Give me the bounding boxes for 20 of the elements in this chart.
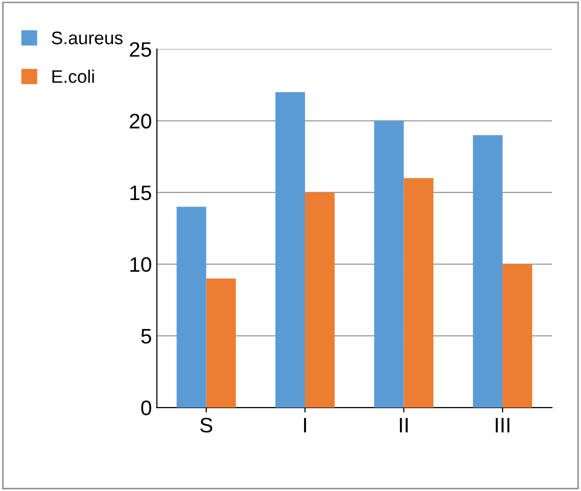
y-tick-label: 10	[130, 257, 152, 272]
x-tick-label: I	[304, 418, 306, 432]
legend-label: E.coli	[52, 70, 94, 83]
bar	[404, 178, 434, 408]
bar	[176, 206, 206, 408]
x-tick-label: S	[200, 418, 212, 433]
x-tick-label: II	[400, 418, 408, 432]
bar	[502, 264, 532, 408]
x-tick-label: III	[496, 418, 510, 432]
y-tick-label: 5	[141, 329, 152, 344]
y-tick-label: 20	[130, 114, 152, 129]
y-tick-label: 15	[130, 186, 152, 200]
legend-label: S.aureus	[52, 32, 123, 44]
bar	[472, 135, 503, 408]
bar	[206, 278, 236, 408]
y-tick-label: 0	[141, 400, 152, 416]
bar	[275, 92, 306, 408]
bar	[374, 120, 404, 408]
y-tick-label: 25	[130, 42, 152, 57]
bar	[305, 192, 335, 408]
